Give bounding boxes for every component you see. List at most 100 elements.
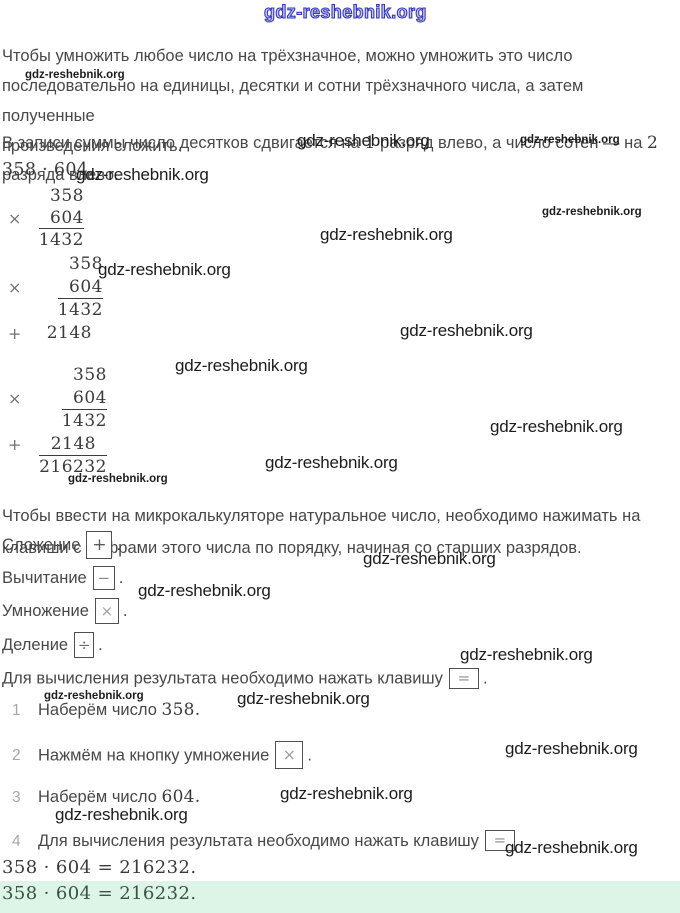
watermark: gdz-reshebnik.org (460, 645, 593, 664)
shift-rule-paragraph: В записи суммы число десятков сдвигается… (2, 127, 678, 191)
equals-instruction: Для вычисления результата необходимо наж… (2, 668, 488, 691)
step-1: 1 Наберём число 358. (12, 700, 201, 720)
equals-key: = (484, 830, 515, 851)
watermark: gdz-reshebnik.org (520, 134, 620, 146)
multiply-sign: × (8, 278, 22, 297)
mult-row: +2148 (0, 320, 103, 343)
mult-number: 1432 (38, 228, 84, 250)
multiply-sign: × (8, 209, 22, 228)
calculator-paragraph: Чтобы ввести на микрокалькуляторе натура… (2, 500, 678, 564)
plus-sign: + (8, 435, 22, 454)
shift-rule-text: В записи суммы число десятков сдвигается… (2, 133, 365, 152)
intro-paragraph: Чтобы умножить любое число на трёхзначно… (2, 41, 678, 161)
intro-line: Чтобы умножить любое число на трёхзначно… (2, 46, 573, 65)
mult-number: 358 (50, 186, 84, 206)
step-number: 3 (12, 789, 21, 806)
operation-label: Умножение (2, 602, 89, 621)
watermark: gdz-reshebnik.org (297, 131, 430, 150)
watermark: gdz-reshebnik.org (175, 356, 308, 375)
mult-row: 216232 (0, 454, 107, 477)
mult-row: 358 (0, 184, 84, 206)
mult-number: 604 (69, 277, 103, 297)
shift-rule-text: разряд влево, а число сотен — на (375, 133, 647, 152)
step-4: 4 Для вычисления результата необходимо на… (12, 830, 524, 853)
watermark: gdz-reshebnik.org (542, 206, 642, 218)
watermark: gdz-reshebnik.org (263, 1, 427, 22)
step-3: 3 Наберём число 604. (12, 787, 201, 807)
shift-rule-line: разряда влево. (2, 165, 119, 184)
equals-instruction-text: Для вычисления результата необходимо наж… (2, 669, 443, 688)
operation-label: Деление (2, 636, 69, 655)
step-number: 1 (12, 702, 21, 719)
multiplication-block-2: 358 × 604 1432 +2148 (0, 251, 103, 343)
mult-number-column: 358 (38, 186, 84, 206)
expression: 358 · 604. (2, 160, 95, 180)
intro-line: произведения сложить. (2, 136, 183, 155)
step-text: Наберём число (38, 701, 162, 719)
divide-key: ÷ (74, 632, 95, 658)
period: . (307, 746, 312, 765)
step-text: Для вычисления результата необходимо наж… (38, 831, 479, 850)
operation-multiplication: Умножение ×. (2, 598, 128, 626)
plus-sign: + (8, 324, 22, 343)
step-2: 2 Нажмём на кнопку умножение ×. (12, 741, 312, 771)
period: . (116, 536, 122, 555)
mult-number: 1432 (61, 409, 107, 431)
watermark: gdz-reshebnik.org (280, 784, 413, 803)
calculator-line: Чтобы ввести на микрокалькуляторе натура… (2, 506, 641, 525)
mult-number: 604 (73, 388, 107, 408)
mult-number: 358 (69, 254, 103, 274)
multiplication-block-3: 358 × 604 1432 +2148 216232 (0, 362, 107, 477)
mult-number: 1432 (57, 298, 103, 320)
mult-number: 2148 (46, 323, 92, 343)
operation-subtraction: Вычитание −. (2, 566, 123, 592)
watermark: gdz-reshebnik.org (320, 225, 453, 244)
mult-number: 216232 (39, 455, 107, 477)
mult-number-column: 1432 (38, 228, 84, 250)
step-number: 2 (12, 747, 21, 765)
period: . (98, 636, 103, 655)
mult-row: 358 (0, 362, 107, 385)
watermark: gdz-reshebnik.org (138, 581, 271, 600)
operation-addition: Сложение +. (2, 531, 121, 561)
operation-label: Сложение (2, 536, 81, 555)
watermark: gdz-reshebnik.org (98, 260, 231, 279)
digit-two: 2 (646, 132, 659, 153)
mult-row: 1432 (0, 408, 107, 431)
step-value: 358. (161, 700, 201, 720)
mult-number-column: 604 (38, 277, 103, 297)
mult-number-column: 358 (38, 254, 103, 274)
period: . (518, 831, 524, 850)
result-line-highlighted: 358 · 604 = 216232. (0, 881, 680, 913)
period: . (122, 602, 128, 621)
minus-key: − (92, 566, 115, 590)
mult-row: 1432 (0, 297, 103, 320)
multiplication-block-1: 358 × 604 1432 (0, 184, 84, 250)
multiply-sign: × (8, 389, 22, 408)
mult-row: × 604 (0, 274, 103, 297)
mult-row: 358 (0, 251, 103, 274)
shift-rule-line: В записи суммы число десятков сдвигается… (2, 127, 678, 159)
mult-number-column: 358 (38, 365, 107, 385)
watermark: gdz-reshebnik.org (25, 69, 125, 81)
operation-label: Вычитание (2, 569, 87, 588)
mult-row: × 604 (0, 385, 107, 408)
multiply-key: × (275, 741, 304, 769)
watermark: gdz-reshebnik.org (76, 165, 209, 184)
result-line: 358 · 604 = 216232. (2, 857, 197, 878)
watermark: gdz-reshebnik.org (490, 417, 623, 436)
mult-number-column: 2148 (38, 323, 103, 343)
period: . (482, 669, 488, 688)
mult-number-column: 604 (38, 388, 107, 408)
mult-row: 1432 (0, 228, 84, 250)
mult-number: 358 (73, 365, 107, 385)
step-text: Нажмём на кнопку умножение (38, 746, 270, 765)
intro-line: последовательно на единицы, десятки и со… (2, 76, 584, 125)
watermark: gdz-reshebnik.org (505, 739, 638, 758)
mult-number-column: 604 (38, 208, 84, 228)
period: . (118, 569, 124, 588)
equals-key: = (448, 668, 479, 689)
calculator-line: клавиши с цифрами этого числа по порядку… (2, 538, 582, 557)
mult-row: × 604 (0, 206, 84, 228)
watermark: gdz-reshebnik.org (363, 549, 496, 568)
